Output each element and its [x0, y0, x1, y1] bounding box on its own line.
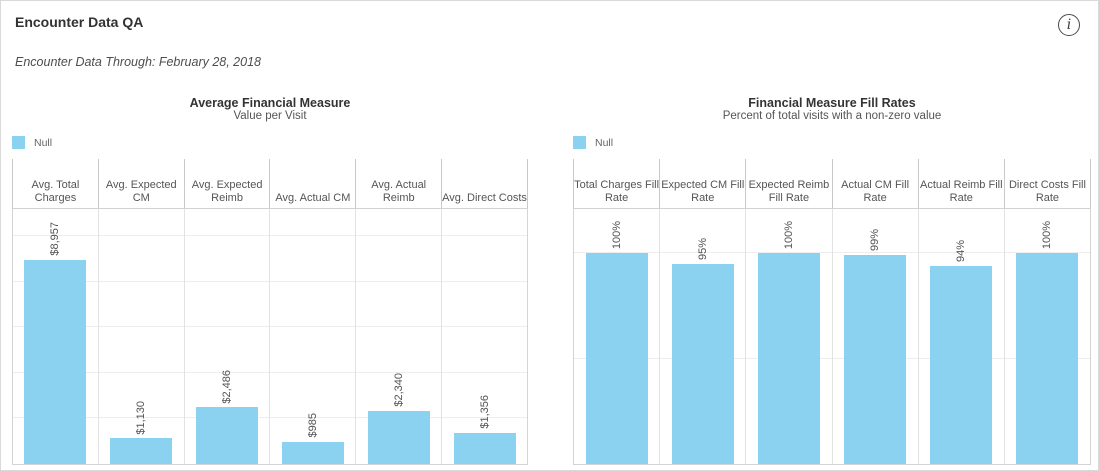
info-icon[interactable]: i: [1058, 14, 1080, 36]
gridline: [13, 371, 528, 373]
chart-subtitle: Value per Visit: [233, 110, 307, 122]
column-header[interactable]: Total Charges Fill Rate: [574, 159, 661, 208]
bar[interactable]: [110, 438, 173, 464]
column-header-label: Actual Reimb Fill Rate: [920, 179, 1003, 204]
bar-cell: $1,130: [99, 209, 185, 464]
bar[interactable]: [585, 253, 648, 464]
column-header-label: Avg. Actual Reimb: [371, 179, 427, 204]
bar[interactable]: [671, 263, 734, 464]
column-header-label: Avg. Actual CM: [275, 192, 351, 204]
bar[interactable]: [1016, 253, 1079, 464]
plot-area: $8,957 $1,130 $2,486 $985 $2,340 $1,356: [12, 209, 528, 465]
bar[interactable]: [196, 407, 259, 464]
column-header[interactable]: Avg. Direct Costs: [442, 159, 528, 208]
bar-cell: 95%: [660, 209, 747, 464]
bar-value-label: $1,356: [478, 395, 491, 430]
column-header[interactable]: Avg. Total Charges: [13, 159, 99, 208]
bar-value-label: 100%: [610, 221, 623, 250]
bar-cell: 100%: [1005, 209, 1092, 464]
legend-swatch[interactable]: [573, 136, 586, 149]
column-header-label: Avg. Total Charges: [31, 179, 80, 204]
bar-value-label: 94%: [955, 239, 968, 262]
date-note: Encounter Data Through: February 28, 201…: [15, 55, 261, 69]
chart-title: Average Financial Measure: [189, 96, 351, 110]
bar-cell: 94%: [919, 209, 1005, 464]
bar-value-label: 100%: [782, 221, 795, 250]
bar-cell: $2,486: [185, 209, 271, 464]
column-header-label: Expected CM Fill Rate: [661, 179, 745, 204]
bar[interactable]: [757, 253, 820, 464]
bar-cell: $8,957: [13, 209, 99, 464]
column-header[interactable]: Avg. Actual Reimb: [356, 159, 443, 208]
bar[interactable]: [930, 265, 993, 464]
column-header-label: Actual CM Fill Rate: [841, 179, 910, 204]
bar-value-label: 95%: [696, 237, 709, 260]
bar-cell: $1,356: [442, 209, 528, 464]
column-header[interactable]: Actual CM Fill Rate: [833, 159, 919, 208]
bar-value-label: 100%: [1041, 221, 1054, 250]
page-title: Encounter Data QA: [15, 14, 144, 30]
column-header-label: Avg. Direct Costs: [442, 192, 527, 204]
legend-label: Null: [595, 136, 614, 149]
bar[interactable]: [453, 433, 516, 464]
chart-title: Financial Measure Fill Rates: [748, 96, 916, 110]
legend-label: Null: [34, 136, 53, 149]
column-header[interactable]: Avg. Actual CM: [270, 159, 357, 208]
chart-table: Total Charges Fill Rate Expected CM Fill …: [573, 159, 1092, 465]
column-header-label: Avg. Expected Reimb: [191, 179, 263, 204]
bar-value-label: $1,130: [135, 400, 148, 435]
bar[interactable]: [844, 255, 907, 464]
plot-area: 100% 95% 100% 99% 94% 100%: [573, 209, 1092, 465]
gridline: [13, 235, 528, 237]
legend: Null: [12, 135, 528, 150]
column-header-label: Avg. Expected CM: [105, 179, 177, 204]
column-header[interactable]: Expected Reimb Fill Rate: [746, 159, 833, 208]
column-header[interactable]: Avg. Expected Reimb: [185, 159, 271, 208]
bar[interactable]: [367, 410, 430, 464]
bar-cell: 100%: [574, 209, 661, 464]
bar-cell: 100%: [746, 209, 833, 464]
column-header[interactable]: Avg. Expected CM: [99, 159, 185, 208]
bar-value-label: $8,957: [49, 222, 62, 257]
bar-cell: $2,340: [356, 209, 443, 464]
column-header-label: Direct Costs Fill Rate: [1008, 179, 1086, 204]
legend: Null: [573, 135, 1091, 150]
legend-swatch[interactable]: [12, 136, 25, 149]
bar[interactable]: [24, 260, 87, 464]
bar[interactable]: [281, 441, 344, 464]
bar-cell: $985: [270, 209, 357, 464]
bar-value-label: $2,486: [221, 369, 234, 404]
bar-value-label: 99%: [869, 229, 882, 252]
bar-value-label: $985: [306, 413, 319, 438]
column-headers: Total Charges Fill Rate Expected CM Fill …: [573, 159, 1092, 209]
bar-value-label: $2,340: [392, 373, 405, 407]
column-header-label: Expected Reimb Fill Rate: [748, 179, 830, 204]
chart-table: Avg. Total Charges Avg. Expected CM Avg. E…: [12, 159, 528, 465]
chart-financial-measure-fill-rates: Financial Measure Fill Rates Percent of …: [573, 96, 1092, 465]
bar-cell: 99%: [833, 209, 919, 464]
column-headers: Avg. Total Charges Avg. Expected CM Avg. E…: [12, 159, 528, 209]
column-header[interactable]: Actual Reimb Fill Rate: [919, 159, 1005, 208]
column-header-label: Total Charges Fill Rate: [574, 179, 660, 204]
gridline: [13, 280, 528, 282]
gridline: [13, 326, 528, 328]
gridline: [13, 417, 528, 419]
column-header[interactable]: Direct Costs Fill Rate: [1005, 159, 1092, 208]
chart-average-financial-measure: Average Financial Measure Value per Visi…: [12, 96, 528, 465]
chart-subtitle: Percent of total visits with a non-zero …: [722, 110, 942, 122]
column-header[interactable]: Expected CM Fill Rate: [660, 159, 747, 208]
